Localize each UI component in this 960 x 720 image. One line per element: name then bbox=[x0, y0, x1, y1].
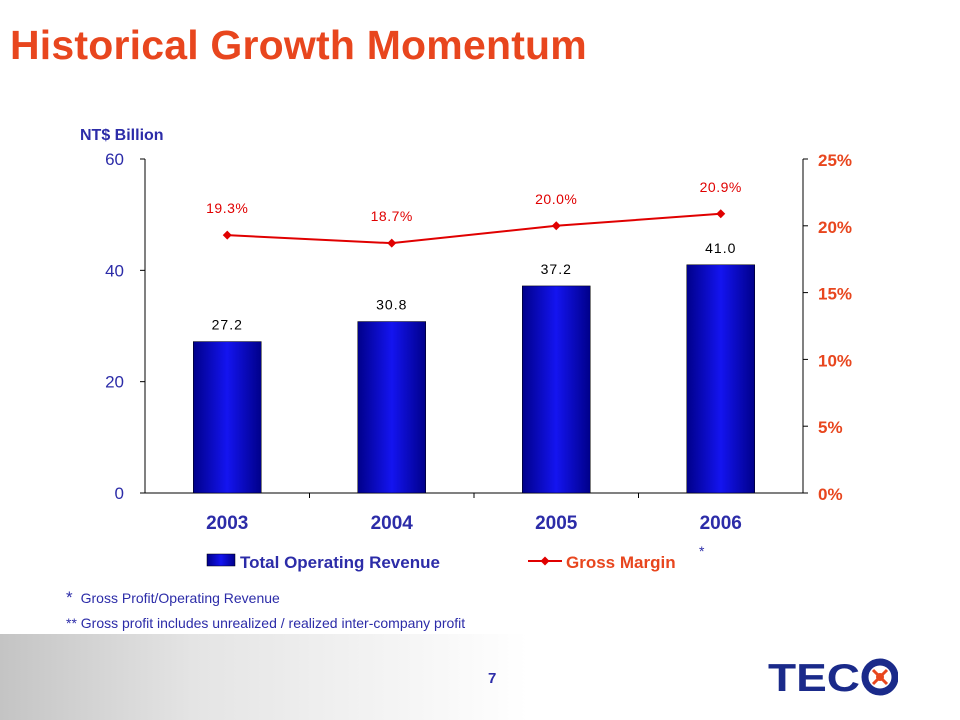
right-tick-label: 10% bbox=[818, 351, 852, 370]
svg-text:TEC: TEC bbox=[768, 657, 860, 697]
y-axis-title: NT$ Billion bbox=[80, 127, 164, 144]
right-tick-label: 5% bbox=[818, 418, 843, 437]
bar-revenue bbox=[686, 264, 755, 494]
x-tick-label: 2004 bbox=[371, 513, 414, 534]
right-tick-label: 25% bbox=[818, 151, 852, 170]
right-tick-label: 0% bbox=[818, 485, 843, 504]
left-tick-label: 20 bbox=[105, 373, 124, 392]
bar-revenue bbox=[522, 285, 591, 494]
bar-value-label: 37.2 bbox=[541, 261, 572, 277]
gross-margin-line bbox=[227, 212, 721, 245]
gross-margin-label: 20.9% bbox=[700, 179, 742, 195]
footnote-gross-margin: * Gross Profit/Operating Revenue bbox=[66, 588, 280, 608]
gross-margin-point bbox=[551, 221, 561, 231]
legend-label-margin: Gross Margin bbox=[566, 553, 676, 572]
bar-revenue bbox=[193, 341, 262, 494]
x-tick-label: 2005 bbox=[535, 513, 578, 534]
bar-value-label: 41.0 bbox=[705, 240, 736, 256]
bar-value-label: 30.8 bbox=[376, 297, 407, 313]
teco-logo: TEC bbox=[768, 657, 898, 697]
gross-margin-point bbox=[716, 209, 726, 219]
x-tick-label: 2006 bbox=[700, 513, 742, 534]
legend-label-revenue: Total Operating Revenue bbox=[240, 553, 440, 572]
page-number: 7 bbox=[488, 670, 497, 687]
page-title: Historical Growth Momentum bbox=[10, 22, 587, 68]
legend-footnote-marker: * bbox=[699, 543, 705, 559]
footnote-text: Gross Profit/Operating Revenue bbox=[80, 590, 280, 606]
footer-band bbox=[0, 634, 960, 720]
left-tick-label: 60 bbox=[105, 150, 124, 169]
x-tick-label: 2003 bbox=[206, 513, 248, 534]
gross-margin-label: 18.7% bbox=[371, 208, 413, 224]
legend-swatch-revenue bbox=[206, 553, 236, 567]
gross-margin-point bbox=[222, 230, 232, 240]
gross-margin-point bbox=[387, 238, 397, 248]
left-tick-label: 0 bbox=[115, 484, 124, 503]
gross-margin-label: 19.3% bbox=[206, 200, 248, 216]
gross-margin-label: 20.0% bbox=[535, 191, 577, 207]
bar-value-label: 27.2 bbox=[212, 317, 243, 333]
bar-revenue bbox=[357, 321, 426, 494]
footnote-marker: * bbox=[66, 588, 73, 607]
footnote-gross-profit: ** Gross profit includes unrealized / re… bbox=[66, 615, 466, 631]
right-tick-label: 15% bbox=[818, 285, 852, 304]
revenue-margin-chart: 0 20 40 60 0% 5% 10% 15% 20% 25% NT$ Billion 2003 20… bbox=[80, 127, 852, 572]
left-tick-label: 40 bbox=[105, 261, 124, 280]
legend-swatch-marker bbox=[540, 556, 550, 566]
right-tick-label: 20% bbox=[818, 218, 852, 237]
